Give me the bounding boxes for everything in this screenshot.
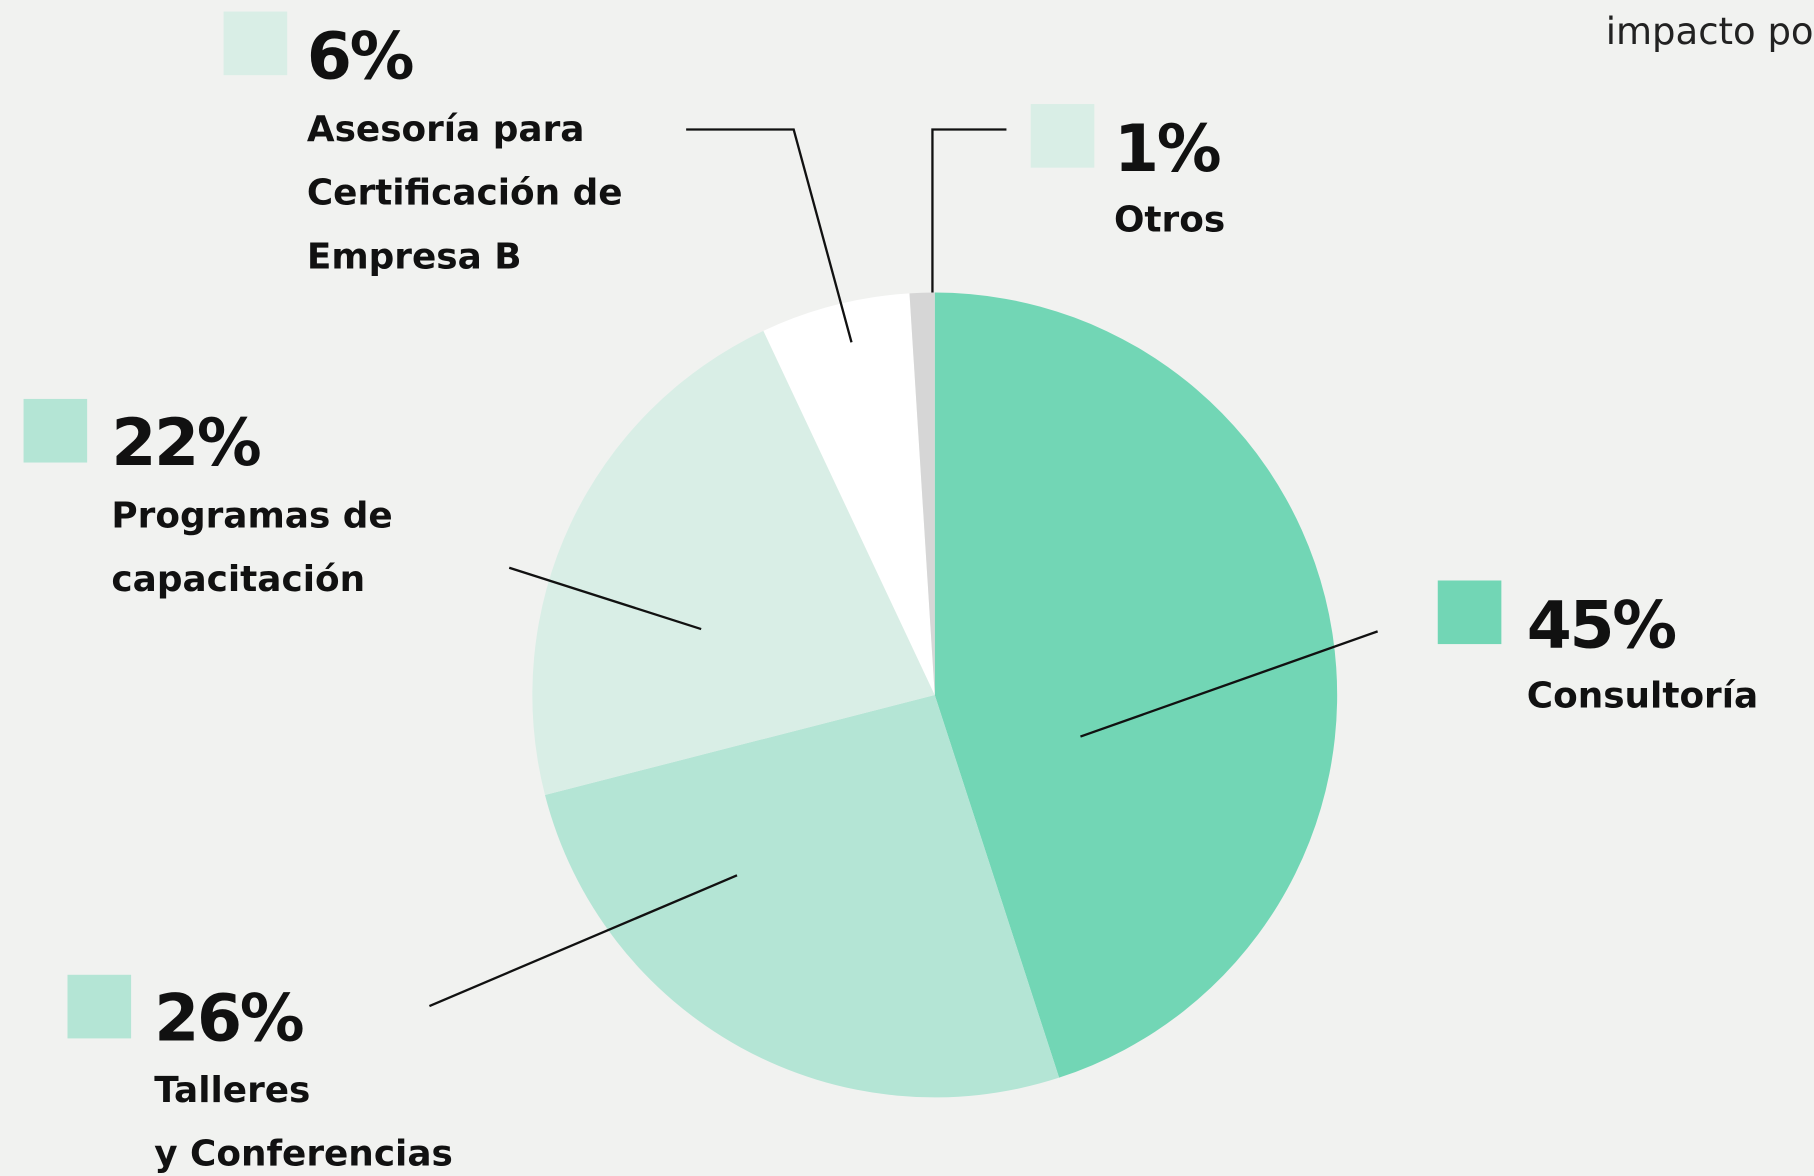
- leader-line: [931, 128, 1007, 293]
- value-label: 6%: [307, 20, 413, 95]
- category-label: Programas de capacitación: [111, 495, 392, 600]
- legend-swatch: [1437, 580, 1502, 645]
- legend-swatch: [1030, 104, 1095, 168]
- value-label: 22%: [111, 406, 259, 481]
- legend-swatch: [223, 11, 288, 76]
- leader-line: [428, 874, 738, 1008]
- pie-slice: [532, 330, 935, 796]
- note: impacto po: [1606, 10, 1814, 53]
- pie-slice: [934, 292, 1338, 1078]
- category-label: Talleres y Conferencias: [154, 1070, 453, 1175]
- leader-line: [1080, 630, 1379, 738]
- category-label: Asesoría para Certificación de Empresa B: [307, 109, 623, 277]
- legend-swatch: [67, 974, 132, 1039]
- leader-line: [508, 566, 702, 631]
- leader-line: [686, 128, 853, 343]
- value-label: 1%: [1114, 112, 1220, 187]
- pie-slice: [909, 292, 935, 695]
- pie-slice: [763, 293, 935, 695]
- pie-slice: [544, 694, 1060, 1098]
- category-label: Otros: [1114, 199, 1225, 240]
- value-label: 26%: [154, 982, 302, 1057]
- category-label: Consultoría: [1527, 676, 1758, 717]
- legend-swatch: [23, 398, 88, 463]
- value-label: 45%: [1527, 589, 1675, 664]
